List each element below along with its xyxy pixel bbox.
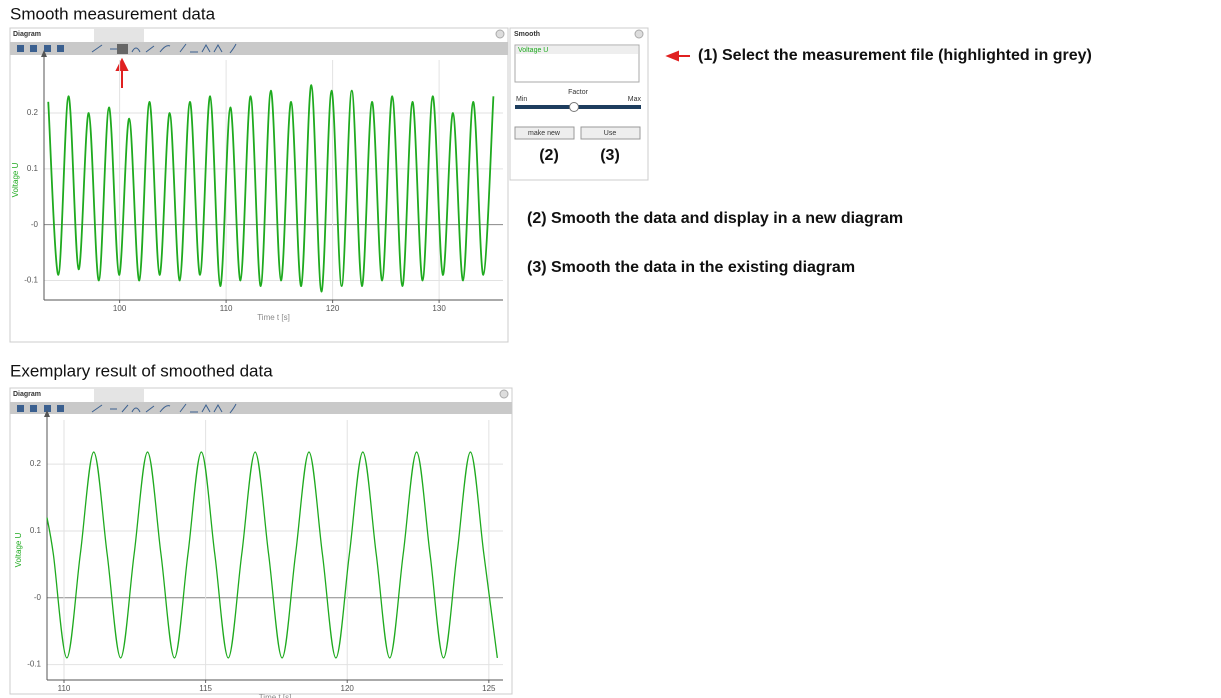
y-tick-label: -0.1 — [24, 276, 38, 285]
toolbar — [10, 42, 508, 55]
file-item[interactable] — [516, 46, 638, 54]
slider-thumb[interactable] — [569, 102, 579, 112]
x-axis-label: Time t [s] — [259, 693, 292, 698]
data-line — [47, 84, 495, 293]
x-tick-label: 110 — [220, 304, 233, 313]
toolbar-tools[interactable] — [91, 403, 237, 414]
x-tick-label: 130 — [432, 304, 446, 313]
annotation: (1) Select the measurement file (highlig… — [698, 47, 1092, 64]
button-label[interactable]: Use — [604, 130, 617, 137]
slider-label: Factor — [568, 89, 589, 96]
y-tick-label: -0 — [34, 593, 42, 602]
file-item-label[interactable]: Voltage U — [518, 47, 548, 54]
diagram-window — [9, 387, 513, 695]
make-new-button[interactable] — [514, 126, 575, 140]
window-title: Diagram — [13, 391, 41, 398]
y-tick-label: 0.1 — [30, 526, 42, 535]
marker: (3) — [600, 147, 620, 164]
window-title: Diagram — [13, 31, 41, 38]
toolbar-icons[interactable] — [17, 405, 64, 412]
y-axis-label: Voltage U — [14, 532, 23, 567]
heading: Exemplary result of smoothed data — [10, 361, 273, 380]
y-tick-label: 0.1 — [27, 164, 39, 173]
y-tick-label: -0 — [31, 220, 39, 229]
close-button[interactable] — [499, 389, 509, 399]
x-tick-label: 120 — [326, 304, 340, 313]
button-label[interactable]: make new — [528, 130, 561, 137]
use-button[interactable] — [580, 126, 641, 140]
close-button[interactable] — [495, 29, 505, 39]
x-tick-label: 125 — [482, 684, 496, 693]
close-button[interactable] — [634, 29, 644, 39]
slider-max: Max — [628, 96, 642, 103]
x-tick-label: 100 — [113, 304, 127, 313]
annotation: (3) Smooth the data in the existing diag… — [527, 259, 855, 276]
y-tick-label: 0.2 — [27, 108, 39, 117]
x-axis-label: Time t [s] — [257, 313, 290, 322]
slider-min: Min — [516, 96, 527, 103]
x-tick-label: 115 — [199, 684, 212, 693]
toolbar-tabs[interactable] — [94, 28, 144, 42]
toolbar-icons[interactable] — [17, 44, 128, 54]
y-axis-arrow — [44, 410, 50, 417]
panel-title: Smooth — [514, 31, 540, 38]
y-axis-label: Voltage U — [11, 162, 20, 197]
marker: (2) — [539, 147, 559, 164]
toolbar-tools[interactable] — [91, 43, 237, 54]
toolbar — [10, 402, 512, 414]
x-tick-label: 120 — [341, 684, 355, 693]
annotation: (2) Smooth the data and display in a new… — [527, 210, 903, 227]
x-tick-label: 110 — [58, 684, 71, 693]
y-tick-label: -0.1 — [27, 660, 41, 669]
red-arrow — [665, 50, 690, 62]
data-line — [46, 451, 498, 659]
y-axis-arrow — [41, 50, 47, 57]
y-tick-label: 0.2 — [30, 459, 42, 468]
toolbar-tabs[interactable] — [94, 388, 144, 402]
heading: Smooth measurement data — [10, 4, 216, 23]
